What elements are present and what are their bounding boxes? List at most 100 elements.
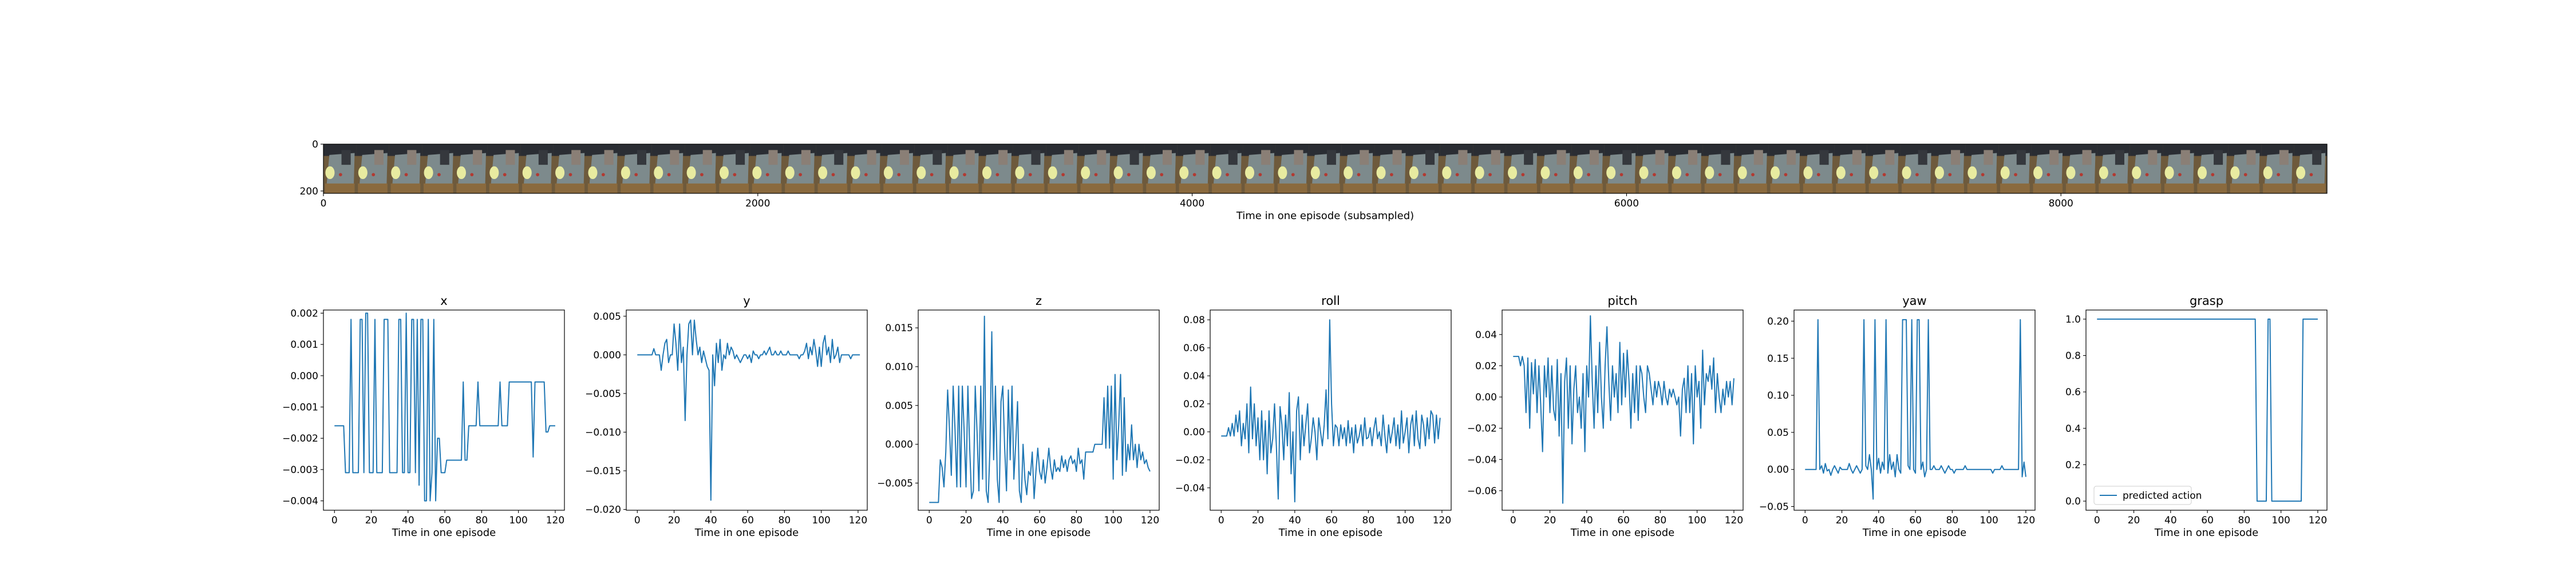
y-tick-label: −0.005 xyxy=(585,388,621,400)
x-tick-label: 120 xyxy=(1433,515,1451,526)
y-tick-label: 0.000 xyxy=(885,439,913,451)
video-frame xyxy=(1571,144,1605,193)
y-tick-label: 200 xyxy=(300,186,318,197)
video-frame xyxy=(553,144,587,193)
video-frame xyxy=(1473,144,1507,193)
video-frame xyxy=(1768,144,1802,193)
y-tick-label: 0.00 xyxy=(1183,427,1205,438)
video-frame xyxy=(717,144,751,193)
x-tick-label: 100 xyxy=(1104,515,1122,526)
subplot-pitch: 0 20 40 60 80 100 120 −0.06 −0.04 −0.02 0.00 0.02 0.… xyxy=(1467,294,1744,539)
x-tick-label: 20 xyxy=(1544,515,1556,526)
y-tick-label: −0.002 xyxy=(282,433,318,444)
video-frame xyxy=(1670,144,1704,193)
video-frame xyxy=(2228,144,2262,193)
axes-frame xyxy=(1502,309,1744,511)
video-frame xyxy=(1702,144,1736,193)
x-tick-label: 120 xyxy=(849,515,867,526)
video-frame xyxy=(1440,144,1473,193)
subplot-title: grasp xyxy=(2190,294,2223,308)
x-tick-label: 60 xyxy=(1033,515,1046,526)
series-line xyxy=(1221,319,1441,503)
y-tick-label: −0.005 xyxy=(877,478,913,490)
y-tick-label: −0.06 xyxy=(1467,486,1497,497)
video-frame xyxy=(849,144,882,193)
video-frame xyxy=(2261,144,2295,193)
y-tick-label: 0.20 xyxy=(1767,316,1789,327)
video-frame xyxy=(2129,144,2163,193)
video-frame xyxy=(1801,144,1835,193)
video-frame xyxy=(914,144,948,193)
video-frame xyxy=(816,144,850,193)
x-tick-label: 80 xyxy=(1362,515,1375,526)
x-tick-label: 120 xyxy=(1141,515,1159,526)
y-tick-label: 1.0 xyxy=(2065,314,2081,325)
x-tick-label: 120 xyxy=(2017,515,2035,526)
y-tick-label: 0.005 xyxy=(885,400,913,412)
x-axis-label: Time in one episode xyxy=(1570,527,1675,539)
y-tick-label: −0.05 xyxy=(1759,502,1789,513)
y-tick-label: −0.02 xyxy=(1467,423,1497,435)
subplot-z: 0 20 40 60 80 100 120 −0.005 0.000 0.005 0.010 0.01… xyxy=(877,294,1160,539)
series-line xyxy=(637,319,860,501)
video-frame xyxy=(2031,144,2065,193)
video-frame xyxy=(1243,144,1277,193)
x-tick-label: 20 xyxy=(1836,515,1848,526)
video-frame xyxy=(1506,144,1539,193)
subplot-yaw: 0 20 40 60 80 100 120 −0.05 0.00 0.05 0.10 0.15 0.20… xyxy=(1759,294,2036,539)
video-frame xyxy=(1933,144,1966,193)
x-tick-label: 100 xyxy=(812,515,830,526)
video-frame xyxy=(685,144,718,193)
x-tick-label: 40 xyxy=(705,515,717,526)
video-frame xyxy=(882,144,915,193)
y-tick-label: 0.000 xyxy=(290,371,318,382)
y-tick-label: −0.010 xyxy=(585,427,621,439)
x-tick-label: 60 xyxy=(438,515,451,526)
video-frame xyxy=(1210,144,1244,193)
video-frame xyxy=(2064,144,2097,193)
x-tick-label: 100 xyxy=(509,515,527,526)
x-tick-label: 80 xyxy=(1946,515,1959,526)
x-tick-label: 0 xyxy=(1802,515,1808,526)
x-tick-label: 40 xyxy=(997,515,1009,526)
y-tick-label: 0.04 xyxy=(1183,371,1205,382)
y-tick-label: 0 xyxy=(312,139,318,150)
x-tick-label: 8000 xyxy=(2049,198,2073,209)
x-tick-label: 80 xyxy=(1070,515,1083,526)
y-tick-label: 0.00 xyxy=(1767,464,1789,476)
x-tick-label: 60 xyxy=(1325,515,1338,526)
video-frame xyxy=(520,144,554,193)
video-frame xyxy=(651,144,685,193)
video-frame xyxy=(1900,144,1933,193)
y-tick-label: 0.15 xyxy=(1767,353,1789,364)
x-tick-label: 0 xyxy=(321,198,327,209)
x-axis-label: Time in one episode xyxy=(986,527,1091,539)
legend-box xyxy=(2093,486,2192,505)
subplot-title: roll xyxy=(1321,294,1340,308)
video-frame xyxy=(356,144,390,193)
subplot-roll: 0 20 40 60 80 100 120 −0.04 −0.02 0.00 0.02 0.04 0.0… xyxy=(1175,294,1452,539)
video-frame xyxy=(619,144,653,193)
video-frame xyxy=(980,144,1014,193)
y-tick-label: 0.010 xyxy=(885,362,913,373)
x-tick-label: 60 xyxy=(1617,515,1630,526)
video-frame xyxy=(947,144,981,193)
y-tick-label: 0.04 xyxy=(1475,329,1497,341)
subplots: 0 20 40 60 80 100 120 −0.004 −0.003 −0.002 −0.001 0… xyxy=(282,294,2328,539)
subplot-y: 0 20 40 60 80 100 120 −0.020 −0.015 −0.010 −0.005 0… xyxy=(585,294,868,539)
y-tick-label: 0.08 xyxy=(1183,315,1205,326)
video-frame xyxy=(1407,144,1441,193)
y-tick-label: 0.00 xyxy=(1475,392,1497,403)
axes-frame xyxy=(918,309,1160,511)
y-tick-label: −0.015 xyxy=(585,466,621,477)
x-tick-label: 120 xyxy=(546,515,564,526)
x-tick-label: 100 xyxy=(1396,515,1414,526)
y-tick-label: 0.000 xyxy=(593,349,621,361)
y-tick-label: 0.02 xyxy=(1475,360,1497,372)
video-frame xyxy=(1078,144,1112,193)
y-tick-label: 0.05 xyxy=(1767,427,1789,439)
y-tick-label: −0.02 xyxy=(1175,455,1205,466)
x-tick-label: 40 xyxy=(1581,515,1593,526)
subplot-x: 0 20 40 60 80 100 120 −0.004 −0.003 −0.002 −0.001 0… xyxy=(282,294,565,539)
video-frame xyxy=(1538,144,1572,193)
